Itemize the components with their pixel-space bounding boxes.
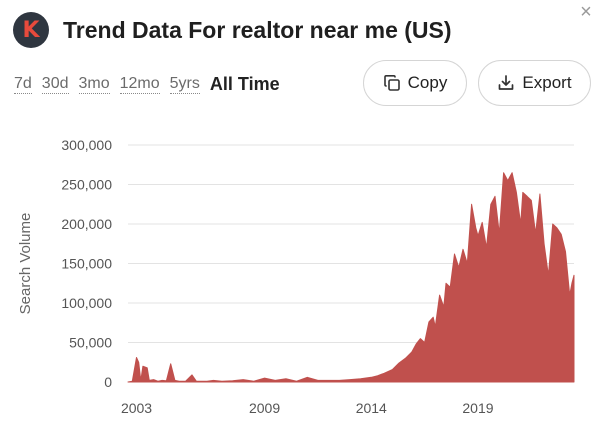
copy-label: Copy <box>407 73 448 92</box>
range-all-time[interactable]: All Time <box>209 74 280 94</box>
copy-button[interactable]: Copy <box>363 60 467 106</box>
time-range-selector: 7d 30d 3mo 12mo 5yrs All Time <box>14 72 290 96</box>
y-tick-label: 200,000 <box>61 216 112 232</box>
x-tick-label: 2009 <box>249 400 280 416</box>
y-axis-label: Search Volume <box>17 213 34 315</box>
x-tick-label: 2014 <box>356 400 387 416</box>
range-3mo[interactable]: 3mo <box>78 74 110 94</box>
export-button[interactable]: Export <box>478 60 591 106</box>
range-30d[interactable]: 30d <box>41 74 69 94</box>
range-7d[interactable]: 7d <box>14 74 32 94</box>
export-label: Export <box>522 73 572 92</box>
y-tick-label: 250,000 <box>61 177 112 193</box>
y-tick-label: 100,000 <box>61 295 112 311</box>
copy-icon <box>383 75 400 91</box>
header: K Trend Data For realtor near me (US) <box>13 12 452 48</box>
export-icon <box>499 75 514 90</box>
series-area <box>127 172 575 383</box>
close-icon[interactable]: × <box>580 1 592 23</box>
trend-chart: 0 50,000 100,000 150,000 200,000 250,000 300,0… <box>17 137 575 416</box>
y-tick-label: 50,000 <box>69 335 112 351</box>
y-tick-label: 150,000 <box>61 256 112 272</box>
logo: K <box>13 12 49 48</box>
x-tick-label: 2003 <box>121 400 152 416</box>
range-12mo[interactable]: 12mo <box>119 74 160 94</box>
y-tick-label: 0 <box>104 374 112 390</box>
range-5yrs[interactable]: 5yrs <box>169 74 200 94</box>
page-title: Trend Data For realtor near me (US) <box>63 16 452 43</box>
logo-letter: K <box>22 17 40 43</box>
x-tick-label: 2019 <box>462 400 493 416</box>
y-tick-label: 300,000 <box>61 137 112 153</box>
